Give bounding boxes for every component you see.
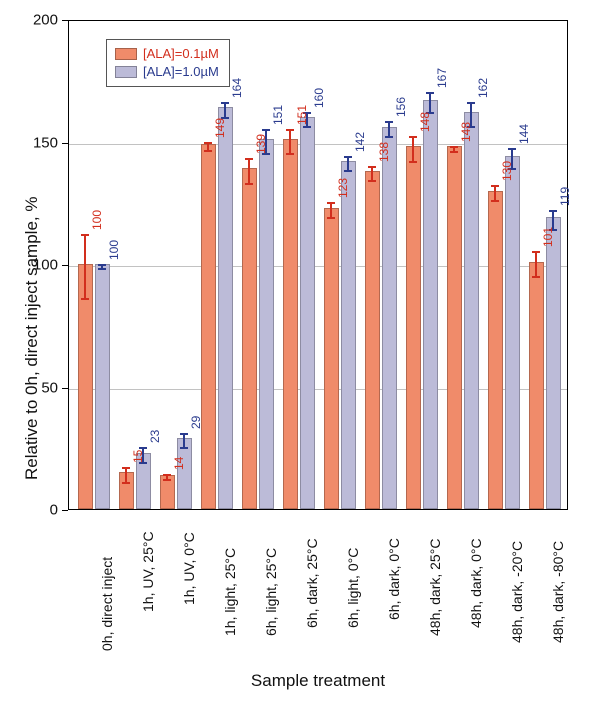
x-tick-label: 48h, dark, -80°C [550, 541, 566, 643]
x-axis-title: Sample treatment [68, 671, 568, 691]
y-tick-label: 0 [0, 502, 58, 519]
x-tick-label: 1h, light, 25°C [222, 547, 238, 635]
bar [488, 191, 503, 510]
bar-value-label: 160 [312, 88, 326, 108]
legend-swatch [115, 48, 137, 60]
plot-area: 1001001523142914916413915115116012314213… [68, 20, 568, 510]
x-tick-label: 48h, dark, 0°C [468, 538, 484, 628]
bar [201, 144, 216, 509]
bar [505, 156, 520, 509]
y-tick-label: 100 [0, 257, 58, 274]
legend-swatch [115, 66, 137, 78]
bar-value-label: 138 [377, 142, 391, 162]
x-tick-label: 6h, dark, 0°C [386, 538, 402, 620]
legend-label: [ALA]=0.1µM [143, 45, 219, 63]
bar-value-label: 151 [295, 105, 309, 125]
bar [529, 262, 544, 509]
bar [300, 117, 315, 509]
legend-item: [ALA]=1.0µM [115, 63, 219, 81]
x-tick-label: 48h, dark, -20°C [509, 541, 525, 643]
legend: [ALA]=0.1µM[ALA]=1.0µM [106, 39, 230, 87]
bar-value-label: 23 [148, 430, 162, 443]
bar-value-label: 164 [230, 78, 244, 98]
y-axis-title: Relative to 0h, direct inject sample, % [22, 197, 42, 480]
bar-value-label: 151 [271, 105, 285, 125]
x-tick-label: 1h, UV, 25°C [140, 532, 156, 613]
legend-label: [ALA]=1.0µM [143, 63, 219, 81]
bar-value-label: 14 [172, 457, 186, 470]
bar [423, 100, 438, 509]
bar-value-label: 142 [353, 132, 367, 152]
bar-value-label: 139 [254, 134, 268, 154]
bar-value-label: 148 [418, 112, 432, 132]
bar [365, 171, 380, 509]
x-tick-label: 1h, UV, 0°C [181, 532, 197, 605]
bar [341, 161, 356, 509]
bar [218, 107, 233, 509]
bar-value-label: 101 [541, 227, 555, 247]
bar [324, 208, 339, 509]
x-tick-label: 0h, direct inject [99, 557, 115, 651]
bar-value-label: 162 [476, 78, 490, 98]
bar-value-label: 123 [336, 178, 350, 198]
x-tick-label: 48h, dark, 25°C [427, 538, 443, 635]
bar-value-label: 100 [90, 210, 104, 230]
y-tick-label: 200 [0, 12, 58, 29]
bar-value-label: 130 [500, 161, 514, 181]
bar [78, 264, 93, 509]
y-tick-label: 150 [0, 134, 58, 151]
bar-value-label: 156 [394, 97, 408, 117]
legend-item: [ALA]=0.1µM [115, 45, 219, 63]
bar [283, 139, 298, 509]
x-tick-label: 6h, dark, 25°C [304, 538, 320, 628]
bar-value-label: 100 [107, 240, 121, 260]
bar [259, 139, 274, 509]
bar-value-label: 15 [131, 450, 145, 463]
x-tick-label: 6h, light, 0°C [345, 547, 361, 627]
bar [382, 127, 397, 509]
bar-value-label: 148 [459, 122, 473, 142]
bar [406, 146, 421, 509]
bar-value-label: 144 [517, 124, 531, 144]
bar-value-label: 29 [189, 415, 203, 428]
bar-value-label: 149 [213, 118, 227, 138]
bar [95, 264, 110, 509]
bar [242, 168, 257, 509]
x-tick-label: 6h, light, 25°C [263, 547, 279, 635]
bar [464, 112, 479, 509]
bar-value-label: 167 [435, 68, 449, 88]
bar [447, 146, 462, 509]
bar-chart: Relative to 0h, direct inject sample, % … [0, 0, 601, 716]
y-tick-label: 50 [0, 379, 58, 396]
bar [546, 217, 561, 509]
bar-value-label: 119 [558, 187, 572, 206]
